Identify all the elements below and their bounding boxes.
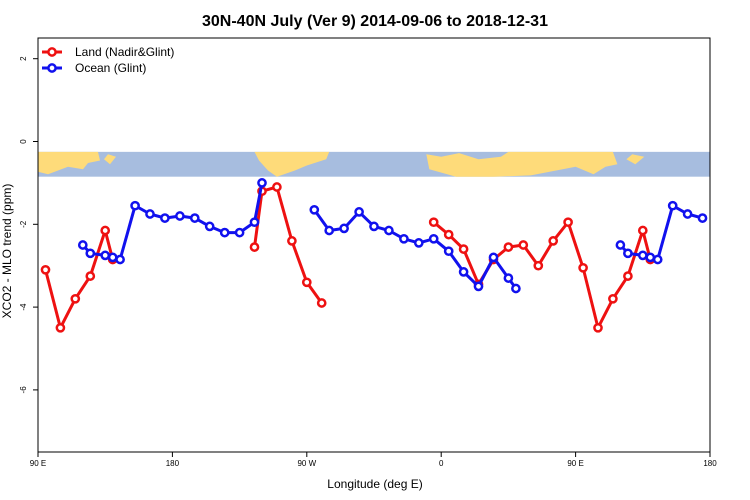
y-axis-label: XCO2 - MLO trend (ppm): [0, 184, 14, 319]
x-tick-label: 0: [439, 459, 444, 468]
data-point: [219, 227, 230, 238]
chart-title: 30N-40N July (Ver 9) 2014-09-06 to 2018-…: [202, 13, 548, 30]
series-line: [253, 185, 323, 304]
map-land-6: [523, 159, 531, 165]
data-point: [354, 207, 364, 217]
x-tick-label: 90 W: [297, 459, 316, 468]
series-line: [432, 220, 652, 330]
data-point: [85, 248, 96, 259]
data-point: [55, 322, 66, 333]
data-point: [287, 236, 297, 246]
series-ocean: [77, 178, 708, 294]
data-point: [511, 283, 521, 294]
world-map-band: [38, 151, 710, 177]
data-point: [563, 217, 573, 228]
plot-frame: [37, 37, 711, 453]
x-tick-label: 180: [703, 459, 717, 468]
data-point: [249, 217, 260, 228]
data-point: [645, 252, 656, 263]
data-point: [316, 298, 327, 308]
data-point: [384, 225, 394, 236]
data-point: [160, 213, 170, 223]
data-point: [682, 209, 693, 219]
data-point: [399, 233, 409, 244]
data-point: [428, 233, 439, 244]
legend: Land (Nadir&Glint) Ocean (Glint): [42, 45, 174, 75]
y-tick-label: 2: [19, 56, 28, 61]
data-point: [324, 225, 335, 236]
data-point: [593, 322, 603, 333]
data-point: [249, 242, 260, 252]
series-layer: [40, 178, 708, 333]
data-point: [301, 277, 312, 288]
legend-item: Land (Nadir&Glint): [42, 45, 174, 59]
data-point: [413, 238, 424, 248]
map-land-2: [104, 154, 116, 165]
data-point: [443, 246, 454, 257]
data-point: [70, 293, 81, 304]
data-point: [578, 262, 588, 273]
y-axis-ticks: 2 0 -2 -4 -6: [19, 56, 38, 394]
legend-swatch-marker: [47, 63, 57, 73]
data-point: [637, 225, 648, 236]
data-point: [533, 260, 544, 271]
data-point: [257, 178, 267, 188]
y-tick-label: -4: [19, 303, 28, 311]
map-land-3: [254, 151, 330, 177]
data-point: [100, 250, 111, 261]
data-point: [204, 221, 215, 232]
data-point: [503, 242, 514, 252]
data-point: [339, 223, 349, 234]
data-point: [175, 211, 185, 221]
x-axis-ticks: 90 E 180 90 W 0 90 E 180: [30, 452, 717, 468]
series-line: [44, 229, 115, 330]
data-point: [107, 252, 118, 263]
data-point: [428, 217, 439, 228]
data-point: [145, 209, 155, 219]
data-point: [667, 200, 678, 211]
data-point: [623, 271, 633, 281]
data-point: [697, 213, 708, 223]
data-point: [272, 182, 282, 192]
data-point: [443, 229, 454, 240]
map-land-5: [626, 154, 645, 165]
data-point: [473, 281, 484, 292]
legend-label: Ocean (Glint): [75, 61, 146, 75]
data-point: [623, 248, 633, 259]
data-point: [369, 221, 379, 232]
series-line: [313, 208, 518, 290]
data-point: [548, 236, 559, 246]
x-tick-label: 90 E: [567, 459, 583, 468]
legend-swatch-marker: [47, 47, 57, 57]
data-point: [77, 240, 88, 250]
x-tick-label: 180: [166, 459, 180, 468]
data-point: [503, 273, 514, 283]
data-point: [458, 244, 469, 254]
y-tick-label: -6: [19, 386, 28, 394]
data-point: [488, 252, 499, 263]
data-point: [615, 240, 626, 250]
map-land-1: [38, 151, 100, 175]
x-tick-label: 90 E: [30, 459, 46, 468]
data-point: [652, 254, 663, 265]
data-point: [85, 271, 96, 281]
data-point: [115, 254, 125, 265]
data-point: [309, 204, 320, 215]
data-point: [608, 293, 618, 304]
legend-label: Land (Nadir&Glint): [75, 45, 174, 59]
data-point: [130, 200, 140, 211]
data-point: [100, 225, 111, 236]
y-tick-label: -2: [19, 220, 28, 228]
x-axis-label: Longitude (deg E): [327, 477, 422, 491]
data-point: [518, 240, 529, 250]
data-point: [40, 264, 51, 275]
legend-item: Ocean (Glint): [42, 61, 146, 75]
data-point: [458, 267, 469, 277]
data-point: [637, 250, 648, 261]
map-land-4: [426, 151, 618, 177]
data-point: [234, 227, 245, 238]
y-tick-label: 0: [19, 139, 28, 144]
data-point: [189, 213, 200, 223]
